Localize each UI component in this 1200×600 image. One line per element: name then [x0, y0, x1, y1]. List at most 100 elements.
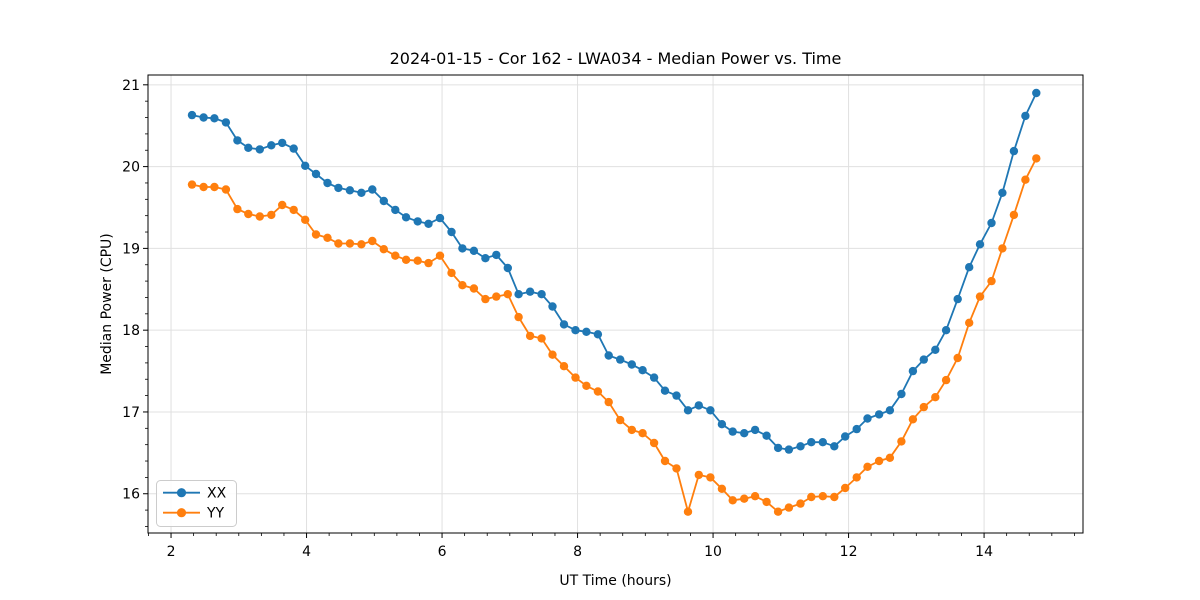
data-point-XX — [604, 351, 613, 360]
data-point-XX — [931, 345, 940, 354]
data-point-XX — [638, 366, 647, 375]
data-point-YY — [435, 251, 445, 260]
y-tick-label: 20 — [122, 160, 140, 176]
data-point-YY — [187, 180, 197, 189]
data-point-YY — [604, 397, 613, 407]
data-point-XX — [481, 254, 490, 263]
legend-marker-YY — [176, 508, 187, 518]
data-point-YY — [627, 425, 636, 435]
data-point-YY — [998, 244, 1007, 253]
data-point-YY — [301, 215, 310, 224]
data-point-XX — [616, 355, 625, 364]
series-YY — [187, 154, 1041, 516]
data-point-YY — [796, 499, 805, 508]
data-point-XX — [965, 263, 974, 272]
data-point-XX — [975, 240, 985, 249]
data-point-YY — [728, 496, 737, 505]
data-point-YY — [660, 456, 670, 466]
data-point-XX — [750, 425, 760, 435]
data-point-YY — [345, 239, 355, 248]
data-point-YY — [740, 494, 749, 503]
data-point-YY — [863, 462, 872, 471]
data-point-XX — [953, 294, 962, 304]
data-point-XX — [391, 205, 400, 215]
legend: XX YY — [156, 480, 237, 527]
y-tick-label: 18 — [122, 323, 140, 339]
data-point-XX — [503, 263, 512, 273]
data-point-YY — [233, 204, 242, 214]
data-point-XX — [852, 424, 861, 434]
data-point-YY — [874, 456, 884, 466]
x-axis-label: UT Time (hours) — [559, 573, 671, 589]
data-point-YY — [750, 492, 760, 501]
data-point-YY — [897, 437, 906, 446]
data-point-XX — [593, 330, 603, 339]
data-point-XX — [998, 188, 1007, 197]
data-point-YY — [255, 212, 264, 221]
data-point-XX — [841, 432, 850, 441]
y-tick-label: 19 — [122, 241, 140, 257]
data-point-YY — [548, 350, 557, 359]
data-point-YY — [413, 256, 422, 265]
data-point-YY — [379, 245, 388, 254]
data-point-XX — [424, 219, 433, 228]
data-point-XX — [311, 169, 321, 179]
data-point-YY — [953, 353, 962, 363]
data-point-XX — [368, 185, 377, 194]
data-point-XX — [267, 141, 276, 150]
data-point-XX — [830, 442, 839, 451]
data-point-XX — [525, 287, 535, 296]
data-point-YY — [334, 239, 343, 248]
y-tick-label: 21 — [122, 78, 140, 94]
x-tick-label: 14 — [975, 544, 993, 560]
x-tick-label: 12 — [840, 544, 858, 560]
data-point-XX — [447, 227, 456, 237]
data-point-XX — [345, 186, 355, 195]
data-point-YY — [638, 429, 647, 438]
data-point-YY — [649, 438, 659, 448]
y-axis-label: Median Power (CPU) — [99, 233, 115, 375]
data-point-YY — [244, 209, 253, 219]
data-point-YY — [706, 473, 715, 482]
x-tick-label: 8 — [573, 544, 582, 560]
legend-label-YY: YY — [206, 506, 225, 522]
x-tick-label: 2 — [167, 544, 176, 560]
data-point-XX — [492, 250, 501, 260]
data-point-YY — [447, 268, 456, 278]
data-point-YY — [323, 233, 332, 242]
data-point-XX — [1032, 88, 1041, 98]
data-point-YY — [391, 251, 400, 260]
data-point-XX — [908, 366, 918, 376]
data-point-XX — [874, 410, 884, 419]
data-point-XX — [582, 327, 591, 336]
data-point-XX — [221, 118, 231, 127]
data-point-YY — [965, 318, 974, 327]
y-tick-label: 17 — [122, 405, 140, 421]
data-point-YY — [908, 415, 918, 424]
data-point-XX — [278, 138, 287, 148]
x-tick-label: 4 — [302, 544, 311, 560]
legend-label-XX: XX — [207, 486, 227, 502]
data-point-XX — [649, 373, 659, 382]
data-point-XX — [706, 406, 715, 415]
y-tick-label: 16 — [122, 487, 140, 503]
data-point-XX — [762, 431, 771, 440]
data-point-YY — [537, 334, 546, 343]
legend-marker-XX — [176, 488, 187, 498]
data-point-YY — [683, 507, 693, 516]
data-point-YY — [975, 292, 985, 301]
data-point-XX — [323, 178, 332, 188]
data-point-YY — [919, 402, 928, 412]
data-point-XX — [919, 355, 928, 364]
series-XX — [187, 88, 1041, 454]
data-point-XX — [660, 386, 670, 395]
chart-title: 2024-01-15 - Cor 162 - LWA034 - Median P… — [390, 49, 842, 68]
data-point-YY — [841, 483, 850, 493]
data-point-YY — [571, 373, 580, 382]
data-point-XX — [514, 290, 523, 299]
axis-ticks — [143, 84, 1075, 538]
data-point-YY — [210, 182, 219, 192]
data-point-YY — [818, 492, 827, 501]
